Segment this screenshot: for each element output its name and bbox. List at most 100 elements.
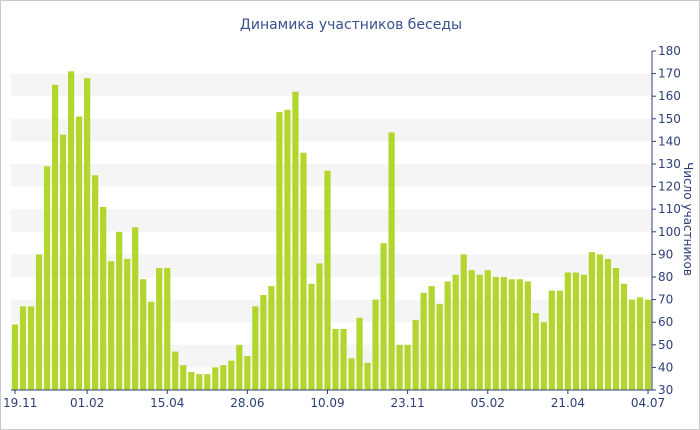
- bar: [564, 272, 571, 390]
- y-tick-label: 40: [658, 360, 673, 374]
- bar: [500, 277, 507, 390]
- bar: [572, 272, 580, 390]
- bar: [260, 295, 267, 390]
- x-tick-label: 19.11: [3, 396, 37, 410]
- bar: [532, 313, 539, 390]
- bar: [468, 270, 475, 390]
- y-tick-label: 160: [658, 89, 681, 103]
- bar: [284, 109, 291, 390]
- bar: [452, 274, 459, 390]
- bar: [444, 281, 451, 390]
- bar: [588, 252, 596, 390]
- bar: [628, 299, 636, 390]
- bar: [220, 365, 227, 390]
- bar: [428, 286, 435, 390]
- bar: [308, 283, 315, 390]
- bar: [388, 132, 395, 391]
- grid-band: [11, 164, 652, 187]
- grid-band: [11, 299, 652, 323]
- bar: [396, 344, 403, 390]
- bar: [604, 258, 612, 390]
- bar: [596, 254, 604, 390]
- bar: [100, 206, 107, 390]
- grid-band: [11, 254, 652, 277]
- bar: [292, 91, 299, 391]
- grid-bands: [11, 73, 652, 368]
- x-tick-label: 28.06: [230, 396, 264, 410]
- bar: [92, 175, 99, 390]
- bar: [35, 254, 43, 390]
- bar: [172, 351, 179, 390]
- bar: [252, 306, 259, 390]
- bar: [164, 267, 171, 390]
- bar: [228, 360, 235, 390]
- y-axis-label: Число участников: [681, 162, 695, 276]
- y-tick-label: 180: [658, 44, 681, 58]
- bar: [180, 365, 187, 390]
- bar: [540, 322, 547, 390]
- bar: [75, 116, 83, 390]
- x-ticks: 19.11 01.02 15.04 28.06 10.09 23.11 05.02 21.04…: [3, 390, 665, 410]
- x-tick-label: 21.04: [551, 396, 585, 410]
- bar: [348, 358, 355, 390]
- y-tick-label: 110: [658, 202, 681, 216]
- y-tick-label: 150: [658, 112, 681, 126]
- bar: [19, 306, 27, 390]
- bar: [148, 301, 155, 390]
- bar: [460, 254, 467, 390]
- bar: [27, 306, 35, 390]
- y-tick-label: 120: [658, 180, 681, 194]
- x-tick-label: 01.02: [70, 396, 104, 410]
- grid-band: [11, 73, 652, 97]
- y-tick-label: 100: [658, 225, 681, 239]
- y-tick-label: 90: [658, 247, 673, 261]
- y-tick-label: 70: [658, 293, 673, 307]
- bar: [108, 261, 115, 390]
- bar: [636, 297, 644, 390]
- bar: [51, 84, 59, 391]
- bar: [508, 279, 515, 390]
- y-tick-label: 170: [658, 67, 681, 81]
- chart-title: Динамика участников беседы: [240, 17, 462, 33]
- y-tick-label: 60: [658, 315, 673, 329]
- bar: [484, 270, 491, 390]
- bar: [132, 227, 139, 390]
- bar: [212, 367, 219, 390]
- bar: [556, 290, 563, 390]
- y-tick-label: 80: [658, 270, 673, 284]
- bar: [516, 279, 523, 390]
- bar: [156, 267, 163, 390]
- bar: [11, 324, 19, 390]
- bar: [372, 299, 379, 390]
- bar: [43, 166, 51, 390]
- bar: [356, 317, 363, 390]
- bar: [268, 286, 275, 390]
- bar: [580, 274, 588, 390]
- bar: [620, 283, 628, 390]
- bar: [380, 243, 387, 390]
- bar: [67, 71, 75, 390]
- bar: [324, 170, 331, 390]
- grid-band: [11, 118, 652, 142]
- bar: [492, 277, 499, 390]
- bar: [340, 328, 347, 390]
- x-tick-label: 05.02: [471, 396, 505, 410]
- x-tick-label: 10.09: [310, 396, 344, 410]
- bar: [244, 356, 251, 390]
- x-tick-label: 04.07: [631, 396, 665, 410]
- bar: [316, 263, 323, 390]
- y-ticks: 30 40 50 60 70 80 90 100 110 120 130 140 150 160 170 18…: [652, 44, 681, 397]
- bar: [364, 362, 371, 390]
- y-tick-label: 140: [658, 134, 681, 148]
- bar: [196, 374, 203, 390]
- bar: [476, 274, 483, 390]
- bar: [404, 344, 411, 390]
- bar: [412, 319, 419, 390]
- y-tick-label: 30: [658, 383, 673, 397]
- bar: [83, 78, 91, 391]
- bar: [236, 344, 243, 390]
- bar: [612, 267, 620, 390]
- bar: [59, 134, 67, 390]
